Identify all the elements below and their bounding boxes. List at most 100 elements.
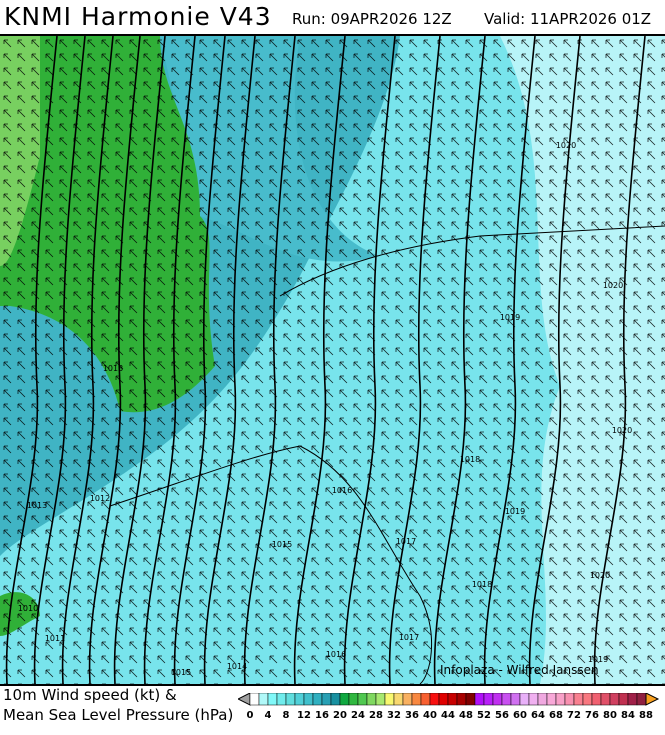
colorbar-box bbox=[339, 693, 350, 706]
colorbar-box bbox=[564, 693, 575, 706]
colorbar-tick-label: 4 bbox=[265, 710, 272, 721]
colorbar-box bbox=[348, 693, 359, 706]
isobar-label: 1011 bbox=[45, 634, 65, 643]
colorbar-tick-label: 0 bbox=[247, 710, 254, 721]
isobar bbox=[243, 35, 296, 685]
colorbar-box bbox=[483, 693, 494, 706]
isobar-label: 1019 bbox=[505, 507, 525, 516]
colorbar-box bbox=[330, 693, 341, 706]
colorbar-tick-label: 44 bbox=[441, 710, 455, 721]
colorbar-tick-label: 80 bbox=[603, 710, 617, 721]
isobar-label: 1012 bbox=[90, 494, 110, 503]
colorbar-box bbox=[465, 693, 476, 706]
colorbar-box bbox=[555, 693, 566, 706]
colorbar-box bbox=[528, 693, 539, 706]
colorbar-box bbox=[402, 693, 413, 706]
isobar bbox=[343, 35, 396, 685]
chart-title: KNMI Harmonie V43 bbox=[4, 2, 272, 31]
isobar-label: 1018 bbox=[472, 580, 492, 589]
colorbar-under-arrow bbox=[238, 693, 251, 706]
isobar-label: 1015 bbox=[171, 668, 191, 677]
legend-line-2: Mean Sea Level Pressure (hPa) bbox=[3, 706, 234, 724]
colorbar-box bbox=[573, 693, 584, 706]
colorbar-tick-label: 52 bbox=[477, 710, 491, 721]
colorbar-box bbox=[546, 693, 557, 706]
colorbar-box bbox=[609, 693, 620, 706]
isobar-label: 1020 bbox=[612, 426, 632, 435]
isobar-label: 1017 bbox=[396, 537, 416, 546]
isobar-label: 1013 bbox=[103, 364, 123, 373]
colorbar-tick-label: 88 bbox=[639, 710, 653, 721]
colorbar-tick-label: 76 bbox=[585, 710, 599, 721]
colorbar-box bbox=[501, 693, 512, 706]
colorbar-box bbox=[429, 693, 440, 706]
weather-map: 1020 1020 1019 1013 1020 1018 1016 1012 1019 1013… bbox=[0, 34, 665, 686]
isobar bbox=[388, 35, 441, 685]
colorbar-box bbox=[438, 693, 449, 706]
isobar-label: 1013 bbox=[27, 501, 47, 510]
colorbar-box bbox=[375, 693, 386, 706]
colorbar-box bbox=[627, 693, 638, 706]
isobar bbox=[143, 35, 196, 685]
colorbar-tick-label: 56 bbox=[495, 710, 509, 721]
isobar bbox=[113, 35, 166, 685]
isobar bbox=[433, 35, 486, 685]
isobar-label: 1019 bbox=[588, 655, 608, 664]
isobar-label: 1010 bbox=[18, 604, 38, 613]
colorbar-box bbox=[321, 693, 332, 706]
isobar bbox=[293, 35, 346, 685]
colorbar-tick-label: 60 bbox=[513, 710, 527, 721]
colorbar-box bbox=[582, 693, 593, 706]
isobar bbox=[88, 35, 141, 685]
colorbar-tick-label: 20 bbox=[333, 710, 347, 721]
colorbar-tick-label: 28 bbox=[369, 710, 383, 721]
colorbar-box bbox=[384, 693, 395, 706]
colorbar-box bbox=[249, 693, 260, 706]
colorbar-box bbox=[618, 693, 629, 706]
colorbar-box bbox=[303, 693, 314, 706]
valid-time: Valid: 11APR2026 01Z bbox=[484, 10, 652, 28]
colorbar-tick-label: 48 bbox=[459, 710, 473, 721]
isobar-label: 1016 bbox=[326, 650, 346, 659]
colorbar-box bbox=[600, 693, 611, 706]
colorbar-box bbox=[258, 693, 269, 706]
colorbar-box bbox=[276, 693, 287, 706]
isobar-label: 1014 bbox=[227, 662, 247, 671]
colorbar-over-arrow bbox=[645, 693, 660, 706]
credit: Infoplaza - Wilfred Janssen bbox=[440, 663, 599, 677]
isobar bbox=[593, 35, 646, 685]
colorbar-tick-label: 84 bbox=[621, 710, 635, 721]
isobar-label: 1017 bbox=[399, 633, 419, 642]
colorbar-tick-label: 68 bbox=[549, 710, 563, 721]
isobar-label: 1020 bbox=[603, 281, 623, 290]
colorbar-box bbox=[393, 693, 404, 706]
colorbar-tick-label: 24 bbox=[351, 710, 365, 721]
colorbar: 0 4 8 12 16 20 24 28 32 36 40 44 48 52 56 60 64 68 72 76 80 8… bbox=[238, 693, 660, 721]
colorbar-tick-label: 32 bbox=[387, 710, 401, 721]
colorbar-box bbox=[357, 693, 368, 706]
colorbar-box bbox=[411, 693, 422, 706]
isobar bbox=[5, 35, 58, 685]
isobar bbox=[203, 35, 256, 685]
isobar-label: 1020 bbox=[590, 571, 610, 580]
colorbar-tick-label: 8 bbox=[283, 710, 290, 721]
isobar bbox=[173, 35, 226, 685]
colorbar-box bbox=[267, 693, 278, 706]
colorbar-tick-label: 12 bbox=[297, 710, 311, 721]
isobar-label: 1018 bbox=[460, 455, 480, 464]
colorbar-box bbox=[591, 693, 602, 706]
colorbar-tick-label: 64 bbox=[531, 710, 545, 721]
colorbar-box bbox=[294, 693, 305, 706]
colorbar-tick-label: 72 bbox=[567, 710, 581, 721]
isobar bbox=[528, 35, 581, 685]
colorbar-box bbox=[510, 693, 521, 706]
isobar-label: 1020 bbox=[556, 141, 576, 150]
isobar-label: 1019 bbox=[500, 313, 520, 322]
colorbar-box bbox=[456, 693, 467, 706]
colorbar-box bbox=[492, 693, 503, 706]
isobar bbox=[61, 35, 114, 685]
colorbar-box bbox=[366, 693, 377, 706]
isobar-label: 1016 bbox=[332, 486, 352, 495]
colorbar-box bbox=[519, 693, 530, 706]
colorbar-box bbox=[312, 693, 323, 706]
